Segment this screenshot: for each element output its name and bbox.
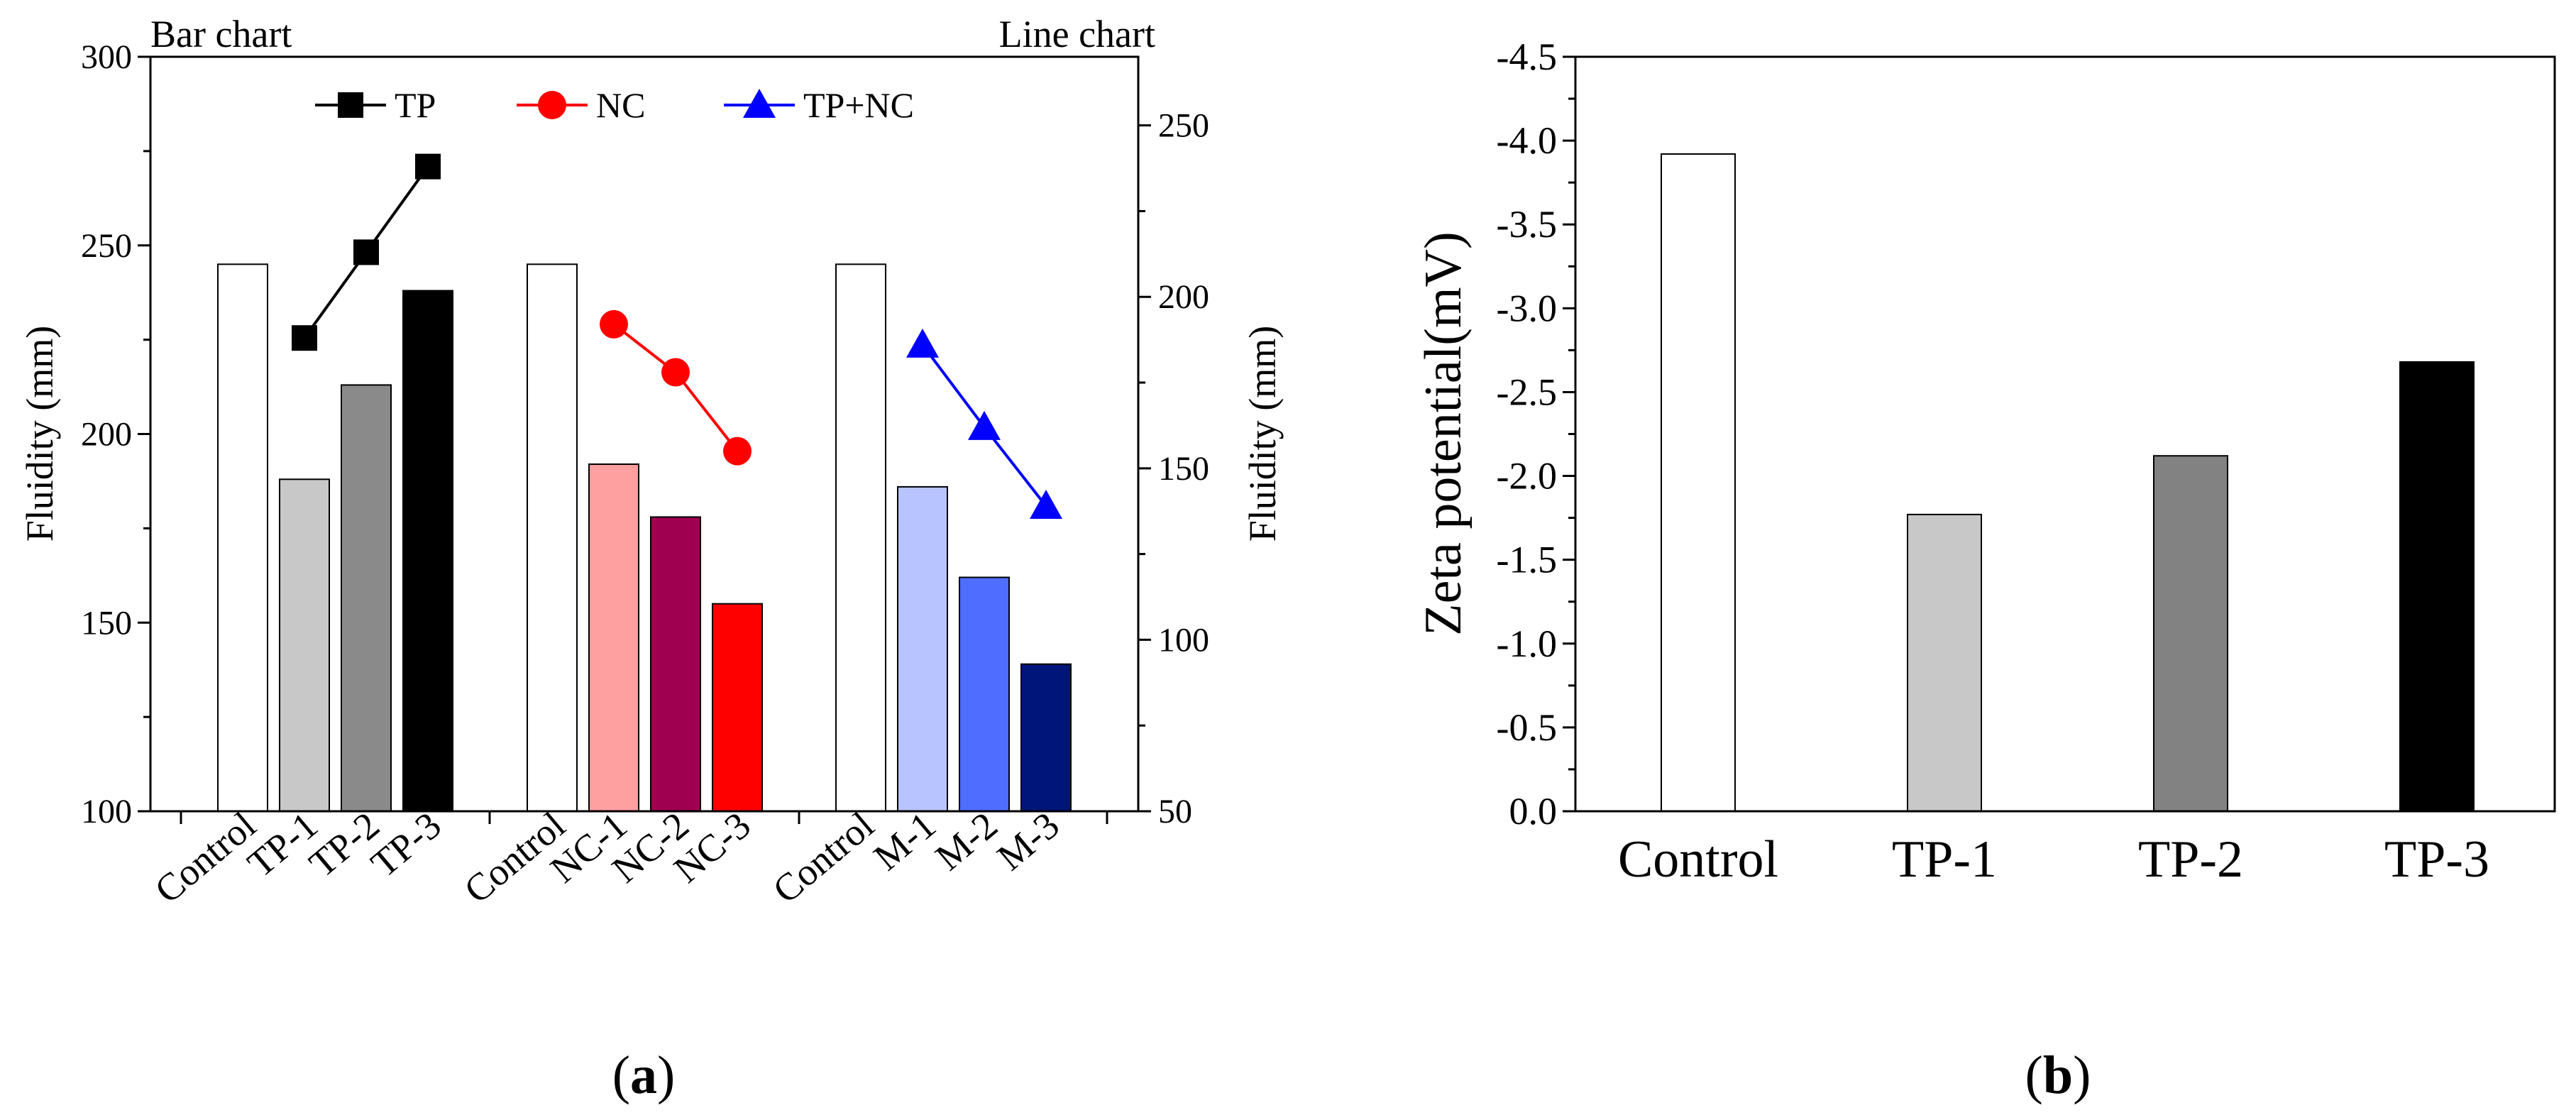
panel-b-bars — [1661, 153, 2475, 812]
right-tick-label: 200 — [1158, 278, 1209, 316]
bar-a-g2-nc-3 — [712, 603, 763, 812]
line-point-tp-nc-2 — [968, 410, 1001, 440]
bar-a-g2-nc-2 — [650, 516, 701, 812]
bar-b-tp-1 — [1907, 513, 1982, 812]
corner-label-right: Line chart — [999, 13, 1155, 55]
b-tick-label: -3.0 — [1497, 287, 1557, 329]
panel-a-legend: TP NC TP+NC — [315, 85, 914, 125]
bar-a-g1-tp-3 — [402, 290, 453, 812]
right-tick-label: 100 — [1158, 621, 1209, 659]
legend-marker-3 — [743, 89, 776, 118]
category-label-a-g3-2: M-2 — [928, 803, 1006, 879]
left-tick-label: 250 — [81, 227, 132, 265]
b-tick-label: -2.0 — [1497, 455, 1557, 498]
caption-a-open: ( — [612, 1045, 630, 1105]
bar-b-control — [1661, 153, 1736, 812]
legend-marker-2 — [538, 91, 566, 119]
left-tick-label: 300 — [81, 38, 132, 76]
category-label-b-1: TP-1 — [1892, 830, 1997, 889]
bar-b-tp-3 — [2399, 361, 2475, 812]
line-point-tp-2 — [353, 239, 379, 265]
caption-a: (a) — [612, 1045, 676, 1105]
left-tick-label: 100 — [81, 793, 132, 830]
bar-a-g3-m-2 — [959, 576, 1010, 812]
panel-b-category-labels: Control TP-1 TP-2 TP-3 — [1618, 830, 2489, 889]
category-label-a-g3-1: M-1 — [866, 803, 944, 879]
category-label-a-g3-0: Control — [765, 803, 882, 911]
panel-a-left-axis: 100 150 200 250 300 — [81, 38, 1108, 830]
b-tick-label: -1.0 — [1497, 622, 1557, 665]
bar-a-g3-control — [835, 263, 886, 812]
caption-b-label: b — [2043, 1045, 2073, 1105]
line-series-nc — [612, 323, 739, 452]
bar-a-g2-control — [527, 263, 578, 812]
b-tick-label: -1.5 — [1497, 539, 1557, 581]
right-tick-label: 150 — [1158, 450, 1209, 488]
line-point-tp-1 — [292, 325, 317, 351]
b-tick-label: -4.5 — [1497, 35, 1557, 78]
legend-marker-1 — [338, 92, 363, 118]
legend-label-3: TP+NC — [803, 85, 914, 125]
panel-a-right-axis: 50 100 150 200 250 — [1138, 107, 1209, 830]
line-point-nc-2 — [661, 358, 690, 387]
caption-b-open: ( — [2025, 1045, 2043, 1105]
left-tick-label: 150 — [81, 604, 132, 642]
bar-a-g3-m-3 — [1020, 663, 1072, 813]
line-point-tp-nc-3 — [1030, 489, 1062, 519]
panel-a-bars — [217, 263, 1072, 813]
category-label-b-3: TP-3 — [2384, 830, 2489, 889]
b-tick-label: -4.0 — [1497, 119, 1557, 162]
line-point-tp-3 — [415, 153, 441, 180]
category-label-b-2: TP-2 — [2138, 830, 2243, 889]
left-tick-label: 200 — [81, 416, 132, 454]
caption-b-close: ) — [2073, 1045, 2091, 1105]
caption-b: (b) — [2025, 1045, 2091, 1105]
line-point-tp-nc-1 — [906, 328, 939, 358]
right-tick-label: 250 — [1158, 107, 1209, 145]
panel-b-y-axis: 0.0 -0.5 -1.0 -1.5 -2.0 -2.5 -3.0 -3.5 -4.0 -4.5 — [1497, 35, 1575, 833]
b-tick-label: -3.5 — [1497, 203, 1557, 246]
line-point-nc-1 — [600, 309, 628, 339]
panel-a-right-axis-title: Fluidity (mm) — [1241, 326, 1284, 542]
panel-a-left-axis-title: Fluidity (mm) — [18, 326, 61, 542]
bar-a-g3-m-1 — [897, 485, 948, 812]
legend-label-1: TP — [395, 85, 436, 125]
bar-a-g1-tp-2 — [341, 384, 392, 812]
b-tick-label: -2.5 — [1497, 370, 1557, 413]
bar-b-tp-2 — [2153, 455, 2228, 812]
panel-a-chart: Bar chart Line chart 100 150 200 250 300 50 1… — [18, 13, 1284, 911]
category-label-a-g1-3: TP-3 — [363, 803, 448, 885]
panel-b-y-axis-title: Zeta potential(mV) — [1414, 231, 1473, 635]
category-label-b-0: Control — [1618, 830, 1778, 889]
b-tick-label: 0.0 — [1509, 790, 1558, 833]
bar-a-g2-nc-1 — [588, 463, 639, 813]
panel-b-chart: 0.0-0.5-1.0-1.5-2.0-2.5-3.0-3.5-4.0-4.5 … — [1414, 35, 2556, 889]
b-tick-label: -0.5 — [1497, 706, 1557, 749]
category-label-a-g3-3: M-3 — [989, 803, 1067, 879]
bar-a-g1-control — [217, 263, 268, 812]
panel-a-lines — [292, 153, 1062, 519]
corner-label-left: Bar chart — [150, 13, 292, 55]
right-tick-label: 50 — [1158, 793, 1192, 830]
legend-label-2: NC — [596, 85, 645, 125]
line-point-nc-3 — [723, 437, 752, 466]
bar-a-g1-tp-1 — [279, 478, 330, 813]
caption-a-close: ) — [657, 1045, 675, 1105]
caption-a-label: a — [630, 1045, 657, 1105]
